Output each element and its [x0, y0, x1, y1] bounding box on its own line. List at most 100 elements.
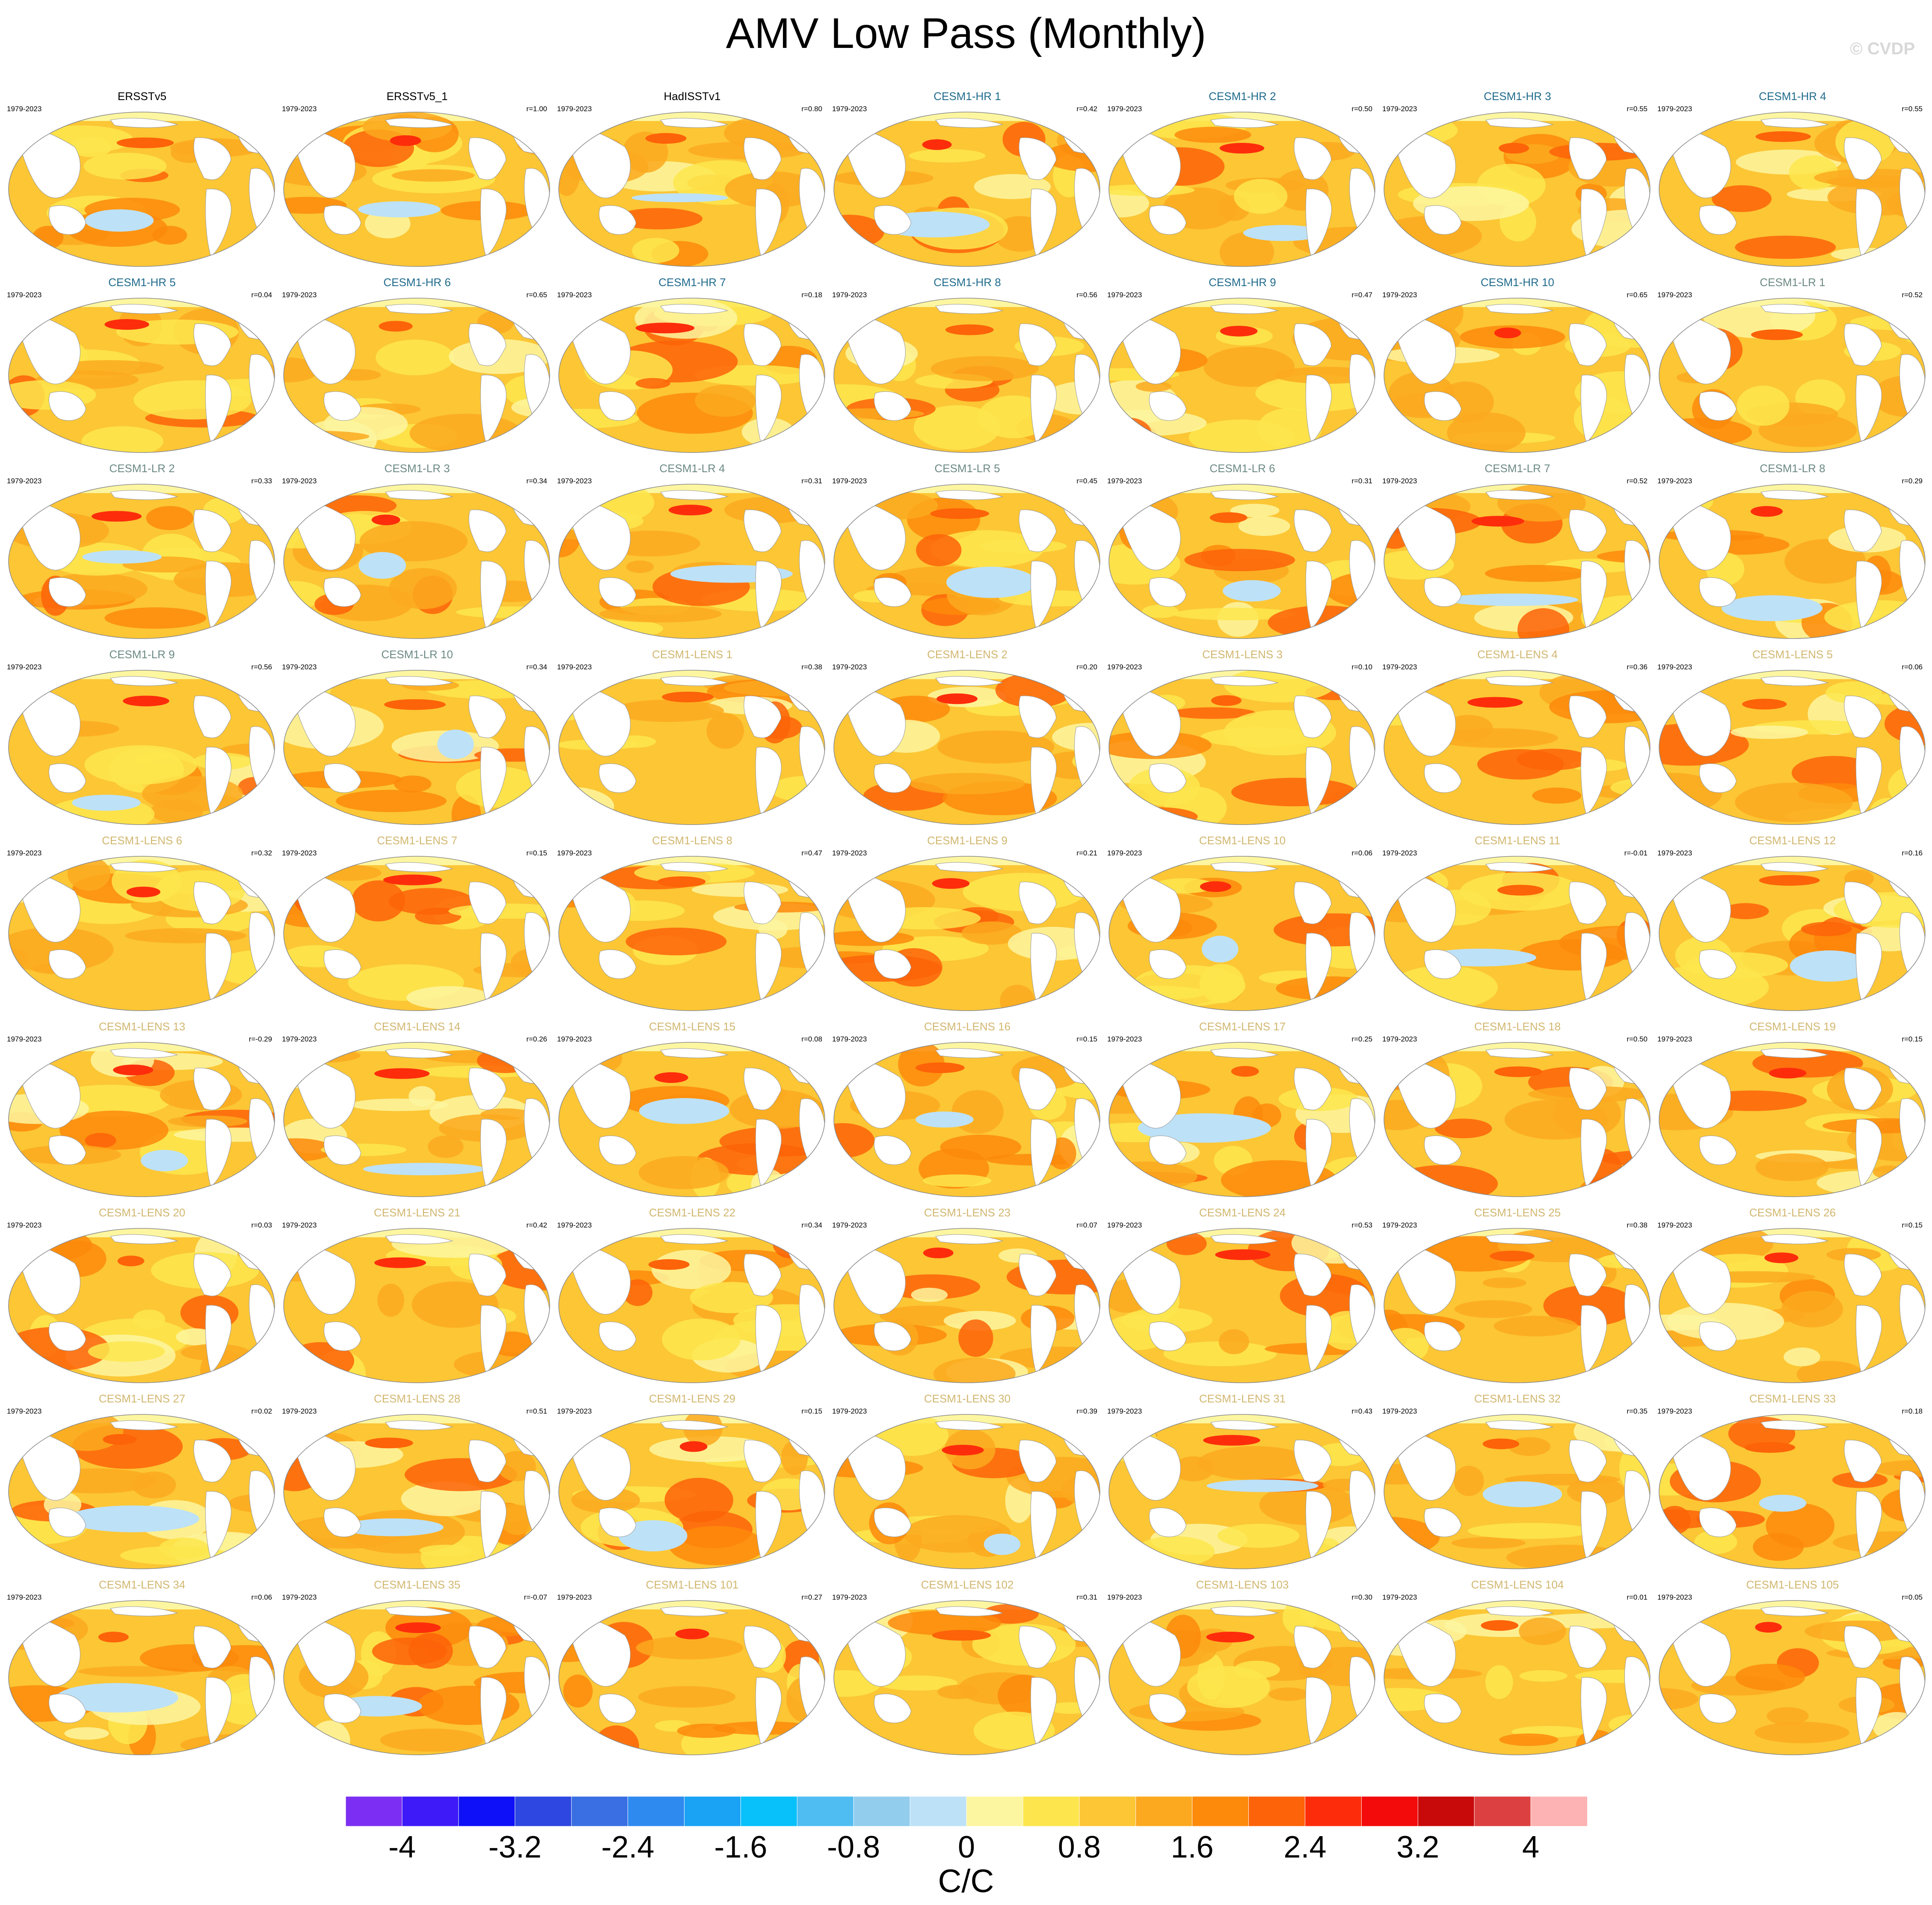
map-panel: CESM1-LENS 5 1979-2023 r=0.06 [1656, 644, 1929, 830]
panel-title: CESM1-LENS 6 [102, 834, 182, 847]
panel-title: CESM1-LENS 15 [649, 1020, 736, 1033]
colorbar-tick-label: 4 [1522, 1830, 1540, 1864]
panel-title: CESM1-HR 4 [1759, 90, 1826, 103]
panel-title: CESM1-LENS 8 [652, 834, 732, 847]
sst-regression-map [1659, 670, 1926, 825]
panel-correlation: r=0.16 [1902, 849, 1923, 857]
panel-title: CESM1-LENS 11 [1474, 834, 1561, 847]
map-panel: CESM1-LR 2 1979-2023 r=0.33 [5, 458, 279, 644]
panel-correlation: r=0.51 [526, 1407, 547, 1415]
map-panel: CESM1-LENS 27 1979-2023 r=0.02 [5, 1388, 279, 1574]
panel-period: 1979-2023 [7, 1221, 42, 1229]
panel-title: CESM1-LENS 13 [98, 1020, 186, 1033]
panel-correlation: r=0.52 [1627, 477, 1648, 485]
panel-correlation: r=0.42 [526, 1221, 547, 1229]
panel-title: CESM1-LR 3 [384, 462, 450, 475]
panel-period: 1979-2023 [7, 663, 42, 671]
map-panel: CESM1-LR 1 1979-2023 r=0.52 [1656, 272, 1929, 458]
map-panel: CESM1-LENS 10 1979-2023 r=0.06 [1105, 830, 1379, 1016]
panel-title: CESM1-LR 2 [109, 462, 175, 475]
map-panel: CESM1-LENS 33 1979-2023 r=0.18 [1656, 1388, 1929, 1574]
panel-title: CESM1-LENS 101 [646, 1578, 739, 1591]
sst-regression-map [833, 484, 1100, 639]
panel-title: CESM1-HR 9 [1209, 276, 1276, 289]
panel-period: 1979-2023 [282, 1593, 317, 1601]
panel-period: 1979-2023 [282, 1035, 317, 1043]
map-panel: CESM1-HR 1 1979-2023 r=0.42 [830, 86, 1104, 272]
panel-period: 1979-2023 [1657, 1035, 1692, 1043]
panel-period: 1979-2023 [832, 105, 867, 113]
panel-period: 1979-2023 [832, 663, 867, 671]
panel-period: 1979-2023 [832, 1407, 867, 1415]
map-panel: CESM1-LENS 22 1979-2023 r=0.34 [555, 1202, 829, 1388]
colorbar-tick-label: 1.6 [1170, 1830, 1214, 1864]
panel-correlation: r=0.65 [1627, 291, 1648, 299]
panel-period: 1979-2023 [1382, 849, 1417, 857]
map-panel: CESM1-LENS 2 1979-2023 r=0.20 [830, 644, 1104, 830]
colorbar-swatch [910, 1796, 967, 1826]
panel-correlation: r=0.15 [526, 849, 547, 857]
colorbar-swatch [1248, 1796, 1306, 1826]
colorbar-swatch [1417, 1796, 1475, 1826]
panel-period: 1979-2023 [1107, 1593, 1142, 1601]
map-panel: ERSSTv5 1979-2023 [5, 86, 279, 272]
sst-regression-map [1659, 298, 1926, 453]
map-panel: CESM1-HR 5 1979-2023 r=0.04 [5, 272, 279, 458]
panel-period: 1979-2023 [1382, 1593, 1417, 1601]
map-panel: CESM1-LR 3 1979-2023 r=0.34 [280, 458, 554, 644]
sst-regression-map [833, 1228, 1100, 1383]
colorbar-swatch [1022, 1796, 1080, 1826]
sst-regression-map [558, 1228, 825, 1383]
panel-correlation: r=0.15 [1902, 1221, 1923, 1229]
sst-regression-map [558, 112, 825, 267]
panel-period: 1979-2023 [1382, 291, 1417, 299]
panel-correlation: r=0.43 [1351, 1407, 1372, 1415]
map-panel: CESM1-LENS 105 1979-2023 r=0.05 [1656, 1574, 1929, 1760]
sst-regression-map [1384, 1414, 1650, 1569]
panel-period: 1979-2023 [832, 849, 867, 857]
map-panel: CESM1-LENS 16 1979-2023 r=0.15 [830, 1016, 1104, 1202]
map-panel: CESM1-LENS 103 1979-2023 r=0.30 [1105, 1574, 1379, 1760]
sst-regression-map [1384, 112, 1650, 267]
sst-regression-map [1659, 484, 1926, 639]
panel-title: CESM1-LENS 105 [1746, 1578, 1839, 1591]
panel-correlation: r=0.56 [251, 663, 272, 671]
panel-correlation: r=0.08 [801, 1035, 822, 1043]
panel-correlation: r=0.55 [1627, 105, 1648, 113]
sst-regression-map [1384, 298, 1650, 453]
panel-correlation: r=0.06 [1351, 849, 1372, 857]
panel-correlation: r=0.27 [801, 1593, 822, 1601]
sst-regression-map [1108, 1042, 1375, 1197]
panel-correlation: r=0.01 [1627, 1593, 1648, 1601]
map-panel: CESM1-LR 5 1979-2023 r=0.45 [830, 458, 1104, 644]
panel-title: CESM1-LENS 25 [1474, 1206, 1561, 1219]
panel-correlation: r=1.00 [526, 105, 547, 113]
panel-period: 1979-2023 [1107, 663, 1142, 671]
colorbar-swatch [853, 1796, 911, 1826]
panel-correlation: r=0.05 [1902, 1593, 1923, 1601]
panel-correlation: r=0.06 [251, 1593, 272, 1601]
sst-regression-map [1384, 1042, 1650, 1197]
panel-period: 1979-2023 [282, 291, 317, 299]
panel-period: 1979-2023 [1107, 1035, 1142, 1043]
panel-period: 1979-2023 [1657, 1407, 1692, 1415]
panel-period: 1979-2023 [1382, 477, 1417, 485]
panel-period: 1979-2023 [7, 105, 42, 113]
panel-period: 1979-2023 [832, 477, 867, 485]
map-panel: CESM1-LR 6 1979-2023 r=0.31 [1105, 458, 1379, 644]
sst-regression-map [833, 670, 1100, 825]
sst-regression-map [1108, 1414, 1375, 1569]
sst-regression-map [1659, 856, 1926, 1011]
panel-period: 1979-2023 [1107, 1221, 1142, 1229]
panel-title: CESM1-LENS 17 [1199, 1020, 1286, 1033]
map-panel: CESM1-HR 7 1979-2023 r=0.18 [555, 272, 829, 458]
panel-period: 1979-2023 [1107, 1407, 1142, 1415]
colorbar-units: C/C [938, 1863, 994, 1899]
panel-title: CESM1-LENS 20 [98, 1206, 186, 1219]
colorbar-swatch [346, 1796, 403, 1826]
map-panel: CESM1-LENS 7 1979-2023 r=0.15 [280, 830, 554, 1016]
panel-period: 1979-2023 [557, 1407, 592, 1415]
colorbar-swatch [1474, 1796, 1532, 1826]
panel-correlation: r=0.34 [801, 1221, 822, 1229]
panel-period: 1979-2023 [1657, 1593, 1692, 1601]
